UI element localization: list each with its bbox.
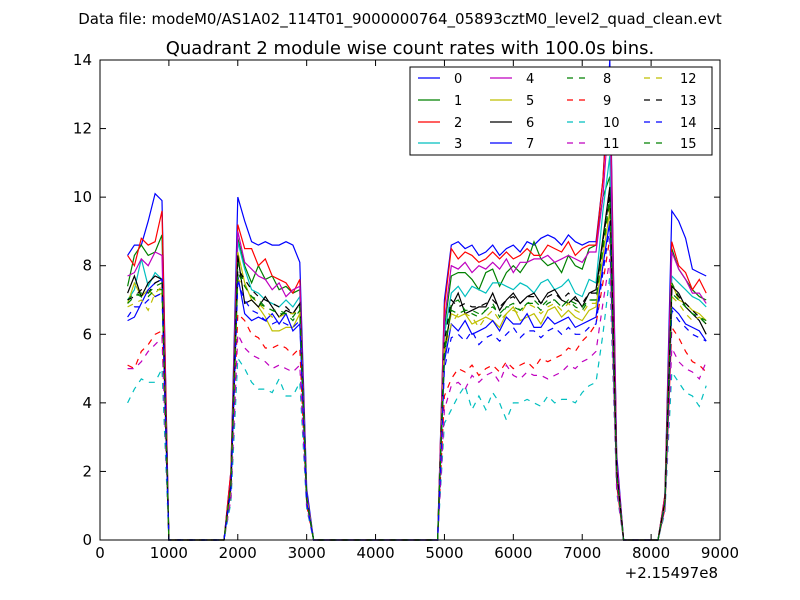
legend-item-0: 0 [418,72,462,87]
legend-item-9: 9 [567,94,611,109]
y-tick-label: 10 [73,188,92,206]
legend-label: 14 [680,116,697,131]
x-offset-label: +2.15497e8 [625,564,718,582]
legend-label: 2 [454,116,462,131]
legend-item-3: 3 [418,137,462,152]
legend-item-13: 13 [644,94,697,109]
x-tick-label: 3000 [288,544,326,562]
ticks-layer: 0 1000 2000 3000 4000 5000 6000 7000 8000 9000 0 2 4… [73,51,739,562]
legend-label: 1 [454,94,462,109]
legend-label: 10 [603,116,620,131]
legend-label: 8 [603,72,611,87]
legend-item-4: 4 [490,72,534,87]
x-tick-label: 9000 [701,544,739,562]
legend-label: 15 [680,137,697,152]
legend-item-12: 12 [644,72,697,87]
legend-item-14: 14 [644,116,697,131]
y-tick-label: 8 [82,257,92,275]
figure-suptitle: Data file: modeM0/AS1A02_114T01_90000007… [78,10,722,29]
legend-label: 13 [680,94,697,109]
x-tick-label: 8000 [632,544,670,562]
legend-item-5: 5 [490,94,534,109]
chart-title: Quadrant 2 module wise count rates with … [166,38,655,59]
series-line-4 [127,101,707,541]
x-tick-label: 1000 [150,544,188,562]
legend-label: 6 [526,116,534,131]
legend-item-2: 2 [418,116,462,131]
y-tick-label: 2 [82,462,92,480]
legend-label: 5 [526,94,534,109]
y-tick-label: 12 [73,120,92,138]
legend-label: 4 [526,72,534,87]
x-tick-label: 7000 [563,544,601,562]
legend-label: 7 [526,137,534,152]
y-tick-label: 4 [82,394,92,412]
y-tick-label: 0 [82,531,92,549]
series-line-14 [127,227,707,541]
legend-label: 9 [603,94,611,109]
legend-item-10: 10 [567,116,620,131]
legend-label: 12 [680,72,697,87]
y-tick-label: 6 [82,325,92,343]
x-tick-label: 4000 [356,544,394,562]
legend-item-6: 6 [490,116,534,131]
x-tick-label: 6000 [494,544,532,562]
legend-label: 0 [454,72,462,87]
x-tick-label: 5000 [425,544,463,562]
legend-item-1: 1 [418,94,462,109]
axes-frame [99,59,721,541]
x-tick-label: 2000 [219,544,257,562]
y-tick-label: 14 [73,51,92,69]
legend-label: 11 [603,137,620,152]
x-tick-label: 0 [95,544,105,562]
legend-item-8: 8 [567,72,611,87]
legend-item-11: 11 [567,137,620,152]
legend-item-15: 15 [644,137,697,152]
legend-frame [409,66,713,156]
legend-label: 3 [454,137,462,152]
legend-item-7: 7 [490,137,534,152]
